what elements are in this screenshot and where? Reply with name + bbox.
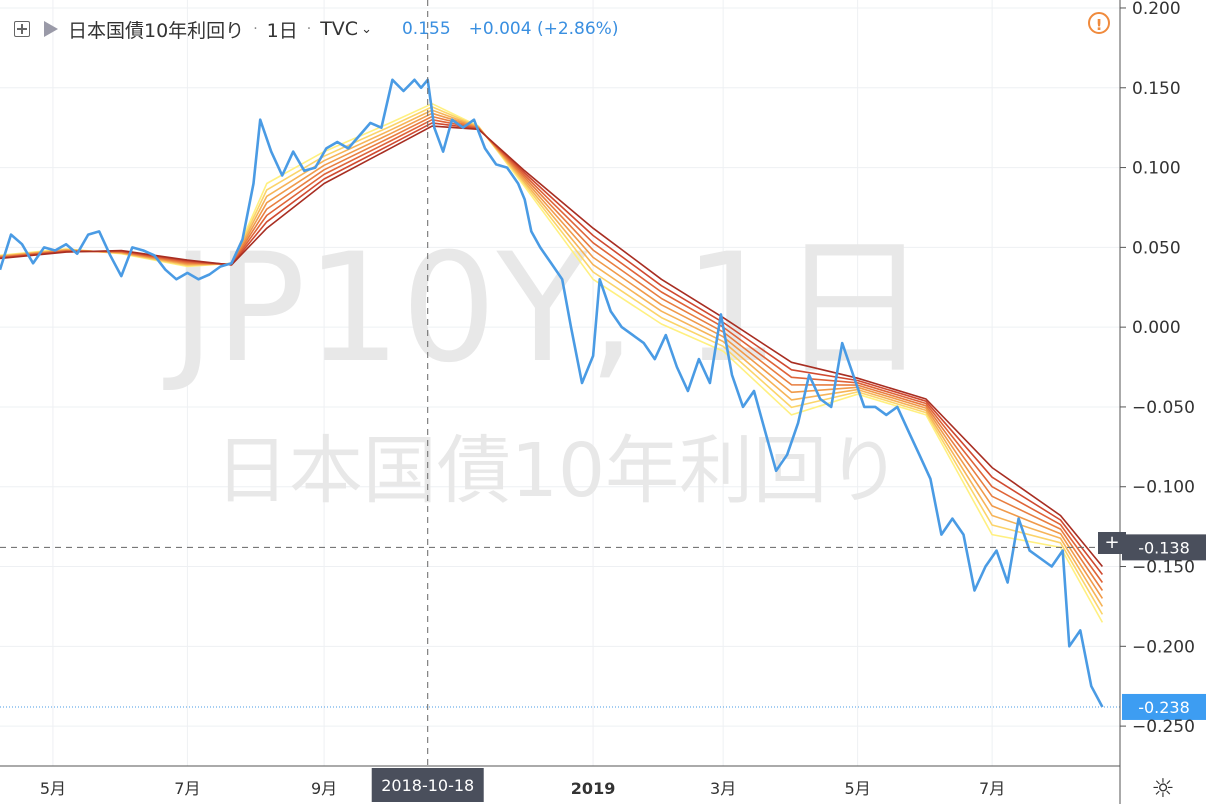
legend: 日本国債10年利回り · 1日 · TVC ⌄ 0.155 +0.004 (+2…	[14, 14, 618, 44]
ribbon-lines	[0, 102, 1104, 623]
symbol-name[interactable]: 日本国債10年利回り	[68, 19, 245, 42]
series-line	[0, 78, 1104, 708]
x-tick-label: 5月	[845, 779, 871, 798]
y-tick-label: −0.150	[1132, 558, 1195, 578]
crosshair-icon[interactable]: +	[1098, 532, 1126, 554]
x-tick-label: 3月	[710, 779, 736, 798]
crosshair-date-badge	[371, 768, 484, 802]
x-tick-label: 2019	[571, 779, 616, 798]
warning-icon[interactable]: !	[1088, 12, 1110, 34]
separator-dot: ·	[306, 21, 312, 37]
x-tick-label: 5月	[40, 779, 66, 798]
crosshair-price-badge	[1122, 534, 1206, 561]
y-tick-label: −0.200	[1132, 637, 1195, 657]
grid-lines	[0, 0, 1120, 766]
y-tick-label: 0.000	[1132, 318, 1181, 338]
y-tick-label: −0.250	[1132, 717, 1195, 737]
y-tick-label: −0.100	[1132, 478, 1195, 498]
last-price-label: -0.238	[1138, 698, 1190, 717]
y-tick-label: 0.100	[1132, 159, 1181, 179]
separator-dot: ·	[253, 21, 258, 37]
price-value: 0.155	[401, 19, 451, 39]
y-tick-label: 0.150	[1132, 79, 1181, 99]
price-series	[0, 78, 1104, 708]
price-change: +0.004 (+2.86%)	[468, 19, 619, 39]
x-tick-label: 7月	[979, 779, 1005, 798]
watermark-symbol: JP10Y, 1日	[163, 222, 929, 396]
x-tick-label: 7月	[174, 779, 200, 798]
crosshair-price-label: -0.138	[1138, 538, 1190, 557]
chevron-down-icon[interactable]: ⌄	[361, 21, 372, 37]
source[interactable]: TVC	[320, 18, 359, 40]
y-tick-label: 0.050	[1132, 238, 1181, 258]
last-price-badge	[1122, 693, 1206, 720]
x-tick-label: 9月	[311, 779, 337, 798]
gear-icon[interactable]: ☼	[1151, 774, 1174, 804]
interval[interactable]: 1日	[266, 19, 298, 42]
plus-square-icon[interactable]	[14, 21, 30, 37]
watermark-name: 日本国債10年利回り	[215, 428, 901, 514]
flag-icon[interactable]	[44, 21, 58, 37]
y-tick-label: 0.200	[1132, 0, 1181, 19]
watermark: JP10Y, 1日 日本国債10年利回り	[163, 222, 929, 514]
y-tick-label: −0.050	[1132, 398, 1195, 418]
ribbon-line	[0, 125, 1104, 568]
crosshair-date-label: 2018-10-18	[381, 776, 474, 795]
